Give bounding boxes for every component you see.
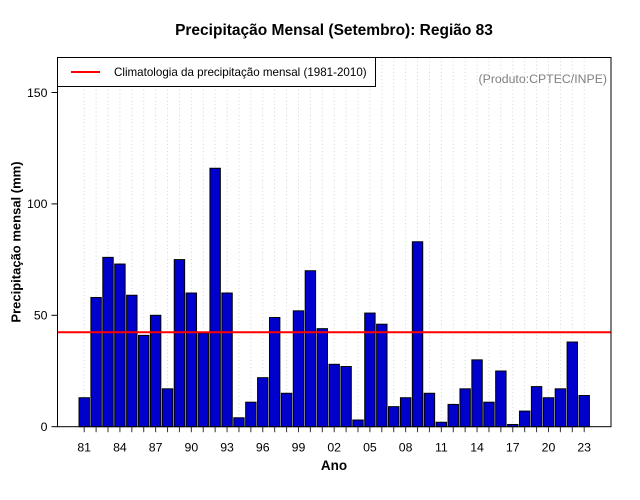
bar-1998 xyxy=(280,392,293,428)
bar-2016 xyxy=(495,370,507,428)
x-tick-label-1993: 93 xyxy=(220,441,234,455)
bar-2005 xyxy=(364,312,376,428)
bar-1993 xyxy=(221,292,233,428)
bar-2007 xyxy=(388,406,400,428)
bar-2015 xyxy=(483,401,495,428)
bar-2023 xyxy=(578,395,590,428)
x-tick-label-2002: 02 xyxy=(327,441,341,455)
x-tick-label-2014: 14 xyxy=(470,441,484,455)
y-tick-label-0: 0 xyxy=(41,420,48,434)
bar-1985 xyxy=(126,294,138,428)
y-tick-label-100: 100 xyxy=(27,197,48,211)
bar-1995 xyxy=(245,401,257,428)
bar-2006 xyxy=(376,323,388,428)
legend-line-sample-icon xyxy=(71,71,100,73)
bar-2009 xyxy=(411,241,424,428)
bar-1999 xyxy=(292,310,305,428)
x-tick-label-2005: 05 xyxy=(363,441,377,455)
bar-1992 xyxy=(209,167,221,428)
bar-2014 xyxy=(471,359,483,428)
x-tick-label-1996: 96 xyxy=(256,441,270,455)
bar-1982 xyxy=(90,296,102,428)
x-tick-label-1981: 81 xyxy=(77,441,91,455)
bar-2010 xyxy=(423,392,436,428)
x-tick-label-1984: 84 xyxy=(113,441,127,455)
bar-2021 xyxy=(554,388,567,428)
legend-label: Climatologia da precipitação mensal (198… xyxy=(114,65,367,79)
bar-2012 xyxy=(447,403,459,428)
bar-2004 xyxy=(352,419,364,428)
x-tick-label-1987: 87 xyxy=(149,441,163,455)
x-tick-label-2017: 17 xyxy=(506,441,520,455)
x-tick-label-2008: 08 xyxy=(399,441,413,455)
bar-2003 xyxy=(340,366,352,428)
legend: Climatologia da precipitação mensal (198… xyxy=(57,57,376,87)
bar-2022 xyxy=(566,341,578,428)
bar-2019 xyxy=(530,386,543,428)
x-tick-label-2011: 11 xyxy=(435,441,448,455)
x-tick-label-1999: 99 xyxy=(292,441,306,455)
bar-2011 xyxy=(435,421,448,428)
bar-1986 xyxy=(138,334,150,428)
bar-1994 xyxy=(233,417,245,428)
product-annotation: (Produto:CPTEC/INPE) xyxy=(478,72,607,86)
bar-2020 xyxy=(542,397,555,428)
bar-2002 xyxy=(328,363,340,428)
y-tick-label-150: 150 xyxy=(27,86,48,100)
x-tick-label-2023: 23 xyxy=(577,441,591,455)
bar-1984 xyxy=(114,263,126,428)
x-axis-title: Ano xyxy=(320,458,348,473)
bar-1996 xyxy=(257,377,269,428)
bar-1991 xyxy=(197,332,209,428)
bar-2000 xyxy=(304,270,317,428)
y-tick-label-50: 50 xyxy=(34,309,48,323)
bar-1989 xyxy=(173,259,186,428)
x-tick-label-1990: 90 xyxy=(184,441,198,455)
bar-1983 xyxy=(102,256,114,428)
bar-1997 xyxy=(268,317,281,428)
bar-1988 xyxy=(161,388,174,428)
bar-2001 xyxy=(316,328,328,428)
bar-2008 xyxy=(399,397,412,428)
bar-2018 xyxy=(518,410,531,428)
bar-1990 xyxy=(185,292,198,428)
chart-title: Precipitação Mensal (Setembro): Região 8… xyxy=(175,22,493,39)
bar-1981 xyxy=(78,397,90,428)
x-tick-label-2020: 20 xyxy=(542,441,556,455)
bar-2013 xyxy=(459,388,471,428)
